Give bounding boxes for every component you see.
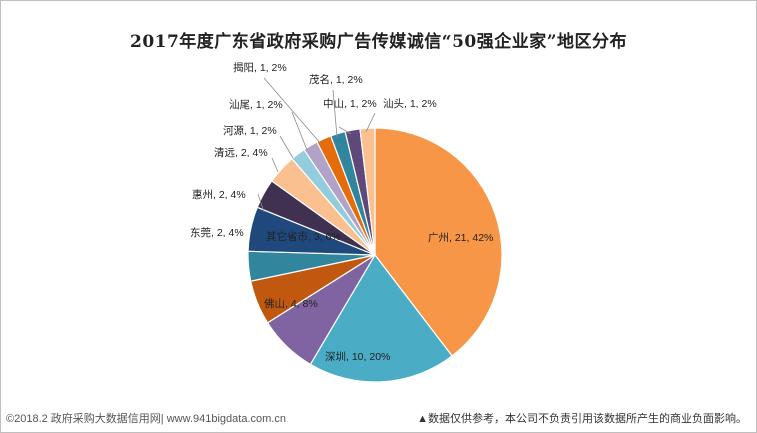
footer-disclaimer: ▲数据仅供参考，本公司不负责引用该数据所产生的商业负面影响。 <box>417 413 747 425</box>
pie-slice-广州 <box>374 127 503 357</box>
slice-label-东莞: 东莞, 2, 4% <box>190 226 244 239</box>
leader-line-河源 <box>279 135 294 159</box>
slice-labels: 广州, 21, 42% 深圳, 10, 20% 佛山, 4, 8% 东莞, 2, 4%… <box>190 61 493 363</box>
pie-slices <box>247 127 503 383</box>
slice-label-深圳: 深圳, 10, 20% <box>325 351 390 363</box>
slice-label-其它省市: 其它省市, 3, 6% <box>266 230 341 243</box>
slice-label-揭阳: 揭阳, 1, 2% <box>233 61 287 74</box>
leader-lines <box>257 77 376 213</box>
leader-line-汕头 <box>365 112 376 133</box>
leader-line-清远 <box>271 157 279 173</box>
slice-label-清远: 清远, 2, 4% <box>214 146 268 159</box>
slice-label-茂名: 茂名, 1, 2% <box>309 73 363 86</box>
slice-label-佛山: 佛山, 4, 8% <box>264 297 318 310</box>
slice-label-中山: 中山, 1, 2% <box>323 97 377 110</box>
leader-line-中山 <box>338 126 352 135</box>
leader-line-茂名 <box>332 89 338 138</box>
slice-label-河源: 河源, 1, 2% <box>223 124 277 137</box>
pie-slice-深圳 <box>309 253 453 383</box>
leader-line-揭阳 <box>263 77 322 145</box>
slice-label-广州: 广州, 21, 42% <box>428 232 493 244</box>
slice-label-惠州: 惠州, 2, 4% <box>192 188 246 201</box>
leader-line-惠州 <box>257 193 265 213</box>
footer-source: ©2018.2 政府采购大数据信用网| www.941bigdata.com.c… <box>6 413 286 425</box>
slice-label-汕尾: 汕尾, 1, 2% <box>229 99 283 111</box>
leader-line-汕尾 <box>291 111 308 151</box>
chart-title: 2017年度广东省政府采购广告传媒诚信“50强企业家”地区分布 <box>129 32 628 52</box>
slice-label-汕头: 汕头, 1, 2% <box>383 98 437 110</box>
